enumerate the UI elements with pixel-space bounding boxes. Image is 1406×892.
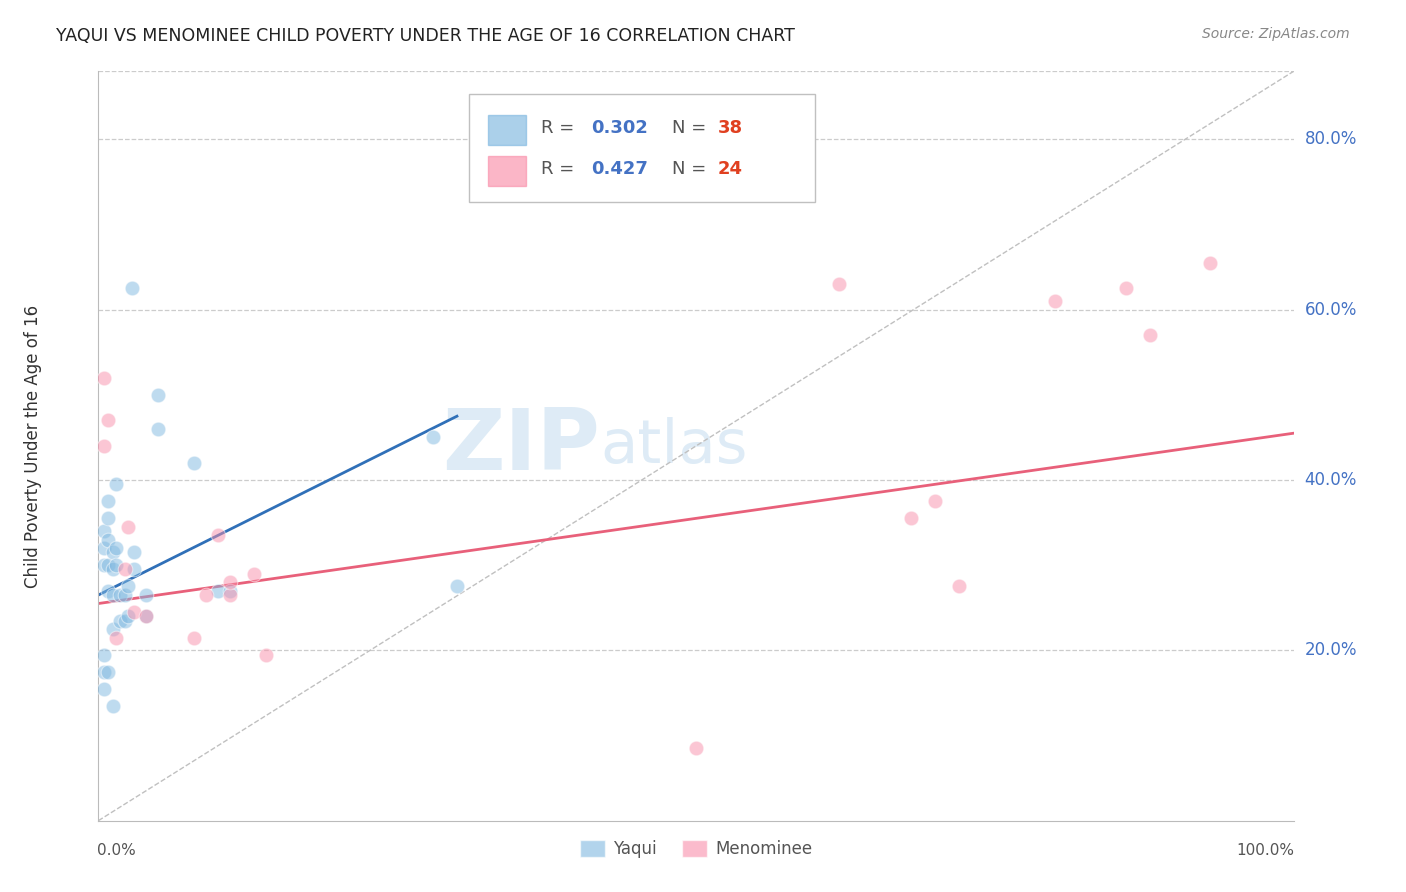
Point [93,681,115,696]
Point [254,648,277,662]
Point [101,562,124,576]
Point [219,583,242,598]
FancyBboxPatch shape [470,94,815,202]
Point [93,371,115,385]
Point [108,614,131,628]
Text: YAQUI VS MENOMINEE CHILD POVERTY UNDER THE AGE OF 16 CORRELATION CHART: YAQUI VS MENOMINEE CHILD POVERTY UNDER T… [56,27,796,45]
Text: N =: N = [672,160,711,178]
Point [207,528,229,542]
Text: 20.0%: 20.0% [1305,641,1357,659]
Point [828,277,851,292]
Point [219,575,242,590]
Point [124,562,146,576]
Point [1199,256,1222,270]
Point [93,541,115,556]
Text: 0.427: 0.427 [591,160,648,178]
Text: R =: R = [541,119,579,136]
Point [114,614,136,628]
Point [422,430,444,444]
Point [97,665,120,679]
Point [121,281,143,295]
Point [219,588,242,602]
Text: 100.0%: 100.0% [1237,843,1295,858]
Point [685,741,707,756]
Point [108,588,131,602]
Point [97,494,120,508]
Text: ZIP: ZIP [443,404,600,488]
Point [97,583,120,598]
Point [900,511,922,525]
Point [97,413,120,427]
Text: R =: R = [541,160,579,178]
Point [148,388,170,402]
Text: 38: 38 [717,119,742,136]
Point [124,545,146,559]
Text: N =: N = [672,119,711,136]
Text: 80.0%: 80.0% [1305,130,1357,148]
Point [101,545,124,559]
Point [183,631,205,645]
Point [101,622,124,636]
FancyBboxPatch shape [488,115,526,145]
Point [1139,328,1161,343]
Text: 0.0%: 0.0% [97,843,136,858]
Point [101,698,124,713]
Point [1043,294,1066,309]
Point [97,511,120,525]
Legend: Yaqui, Menominee: Yaqui, Menominee [574,833,818,864]
Point [243,566,266,581]
Point [135,588,157,602]
Text: Child Poverty Under the Age of 16: Child Poverty Under the Age of 16 [24,304,42,588]
Text: 40.0%: 40.0% [1305,471,1357,489]
Point [195,588,218,602]
Point [105,477,128,491]
Point [183,456,205,470]
Point [93,665,115,679]
Point [924,494,946,508]
Point [97,558,120,573]
Point [135,609,157,624]
Point [446,580,468,594]
Text: Source: ZipAtlas.com: Source: ZipAtlas.com [1202,27,1350,41]
Point [105,558,128,573]
Point [93,524,115,538]
Point [93,558,115,573]
Point [117,609,139,624]
Point [93,439,115,453]
Point [1115,281,1137,295]
Point [105,541,128,556]
Point [97,533,120,547]
Point [117,580,139,594]
Point [114,562,136,576]
Point [207,583,229,598]
Point [114,588,136,602]
Point [105,631,128,645]
Point [135,609,157,624]
Point [101,588,124,602]
Text: 60.0%: 60.0% [1305,301,1357,318]
Point [948,580,970,594]
FancyBboxPatch shape [488,156,526,186]
Point [117,520,139,534]
Point [93,648,115,662]
Text: 24: 24 [717,160,742,178]
Text: 0.302: 0.302 [591,119,648,136]
Text: atlas: atlas [600,417,748,475]
Point [148,422,170,436]
Point [124,605,146,619]
